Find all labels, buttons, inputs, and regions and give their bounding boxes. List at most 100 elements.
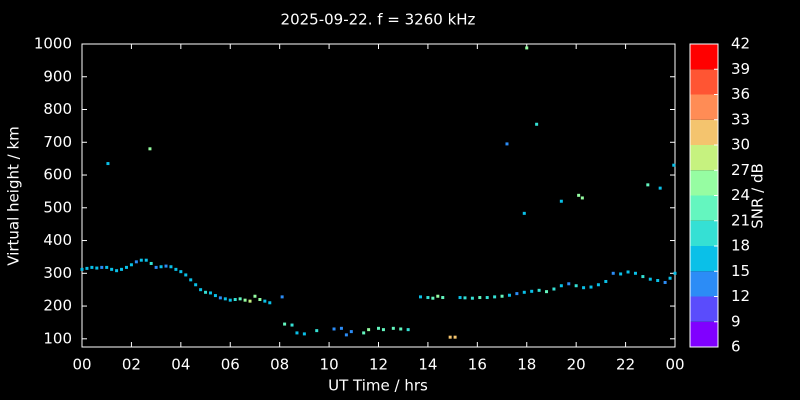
data-point [90,265,94,269]
data-point [85,266,89,270]
data-point [399,327,403,331]
colorbar-tick-label: 9 [731,312,741,330]
colorbar-tick-label: 27 [731,161,750,179]
data-point [144,258,148,262]
data-point [406,328,410,332]
data-point [174,267,178,271]
data-point [349,330,353,334]
data-point [478,296,482,300]
data-point [641,275,645,279]
y-tick-label: 900 [43,67,72,85]
data-point [149,261,153,265]
data-point [391,326,395,330]
colorbar-band [690,119,718,145]
data-point [668,276,672,280]
data-point [648,277,652,281]
data-point [633,271,637,275]
colorbar-tick-label: 42 [731,35,750,53]
data-point [626,270,630,274]
data-point [159,265,163,269]
data-point [436,294,440,298]
colorbar-tick-label: 39 [731,60,750,78]
data-point [582,286,586,290]
data-point [505,142,509,146]
data-point [199,288,203,292]
data-point [315,329,319,333]
data-point [545,290,549,294]
data-point [419,295,423,299]
data-point [580,196,584,200]
data-point [258,298,262,302]
colorbar-band [690,271,718,297]
data-point [238,297,242,301]
colorbar-band [690,321,718,347]
data-point [129,263,133,267]
data-point [367,328,371,332]
data-point [377,326,380,330]
data-point [339,326,343,330]
data-point [589,285,593,289]
data-point [658,186,662,190]
x-tick-label: 06 [221,356,240,374]
data-point [515,292,519,296]
data-point [332,327,336,331]
data-point [493,295,497,299]
data-point [535,122,539,126]
data-point [106,162,110,166]
data-point [485,296,489,300]
data-point [567,282,571,286]
colorbar-band [690,220,718,246]
data-point [253,294,257,298]
data-point [596,283,600,287]
data-point [124,265,128,269]
colorbar-band [690,145,718,171]
x-tick-label: 12 [369,356,388,374]
data-point [611,271,615,275]
data-point [268,301,272,305]
x-tick-label: 10 [320,356,339,374]
data-point [139,258,143,262]
data-point [448,335,452,339]
x-tick-label: 04 [171,356,190,374]
data-point [263,299,267,303]
x-tick-label: 16 [468,356,487,374]
colorbar-title: SNR / dB [749,163,767,229]
x-tick-label: 00 [72,356,91,374]
colorbar-band [690,195,718,221]
colorbar-tick-label: 15 [731,262,750,280]
data-point [115,269,119,273]
colorbar-tick-label: 30 [731,136,750,154]
data-point [179,270,183,274]
y-tick-label: 600 [43,166,72,184]
colorbar-band [690,170,718,196]
colorbar-tick-label: 33 [731,110,750,128]
colorbar-band [690,94,718,120]
y-tick-label: 700 [43,133,72,151]
colorbar-tick-label: 12 [731,287,750,305]
data-point [223,297,227,301]
data-point [100,265,104,269]
data-point [233,298,237,302]
colorbar-tick-label: 6 [731,338,741,356]
data-point [663,280,667,284]
y-tick-label: 800 [43,100,72,118]
colorbar-band [690,44,718,70]
data-point [248,299,252,303]
data-point [213,294,217,298]
y-tick-label: 500 [43,198,72,216]
data-point [204,290,208,294]
y-axis-title: Virtual height / km [5,126,23,265]
data-point [463,296,467,300]
x-tick-label: 08 [270,356,289,374]
data-point [80,267,84,271]
data-point [507,293,511,297]
data-point [441,296,445,300]
x-tick-label: 22 [616,356,635,374]
data-point [228,298,232,302]
data-point [426,296,430,300]
data-point [290,323,294,327]
data-point [362,331,366,335]
data-point [134,260,138,264]
data-point [574,284,578,288]
